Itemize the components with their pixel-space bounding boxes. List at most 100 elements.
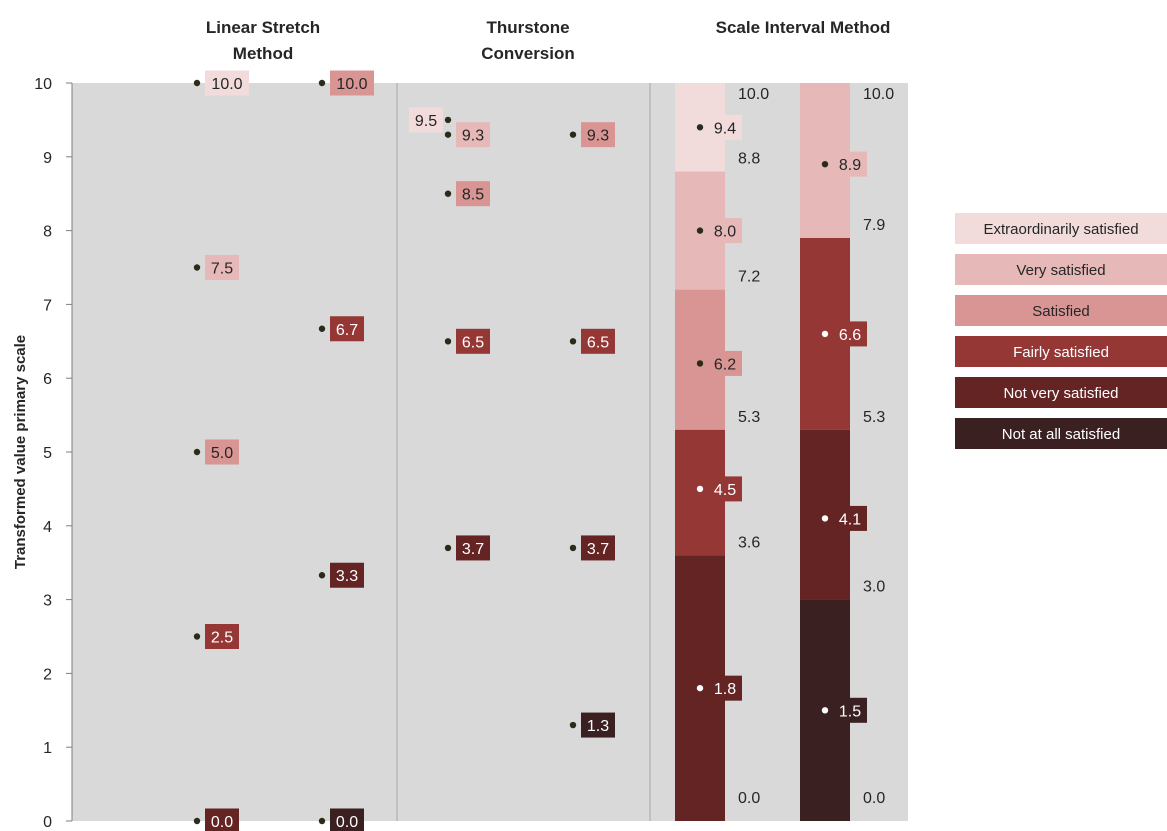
group-title: Thurstone	[486, 18, 569, 37]
group-title: Method	[233, 44, 293, 63]
interval-mid-label: 1.8	[714, 681, 736, 698]
interval-mid-label-box	[833, 697, 867, 723]
data-label-box	[409, 107, 443, 133]
data-label: 10.0	[336, 76, 367, 93]
data-label: 2.5	[211, 630, 233, 647]
data-point	[444, 116, 452, 124]
data-label-box	[581, 535, 615, 561]
data-label: 9.5	[415, 113, 437, 130]
interval-midpoint	[821, 707, 829, 714]
data-label: 3.3	[336, 568, 358, 585]
legend-swatch	[955, 377, 1167, 408]
data-label: 5.0	[211, 445, 233, 462]
data-label-box	[456, 122, 490, 148]
interval-midpoint	[696, 227, 704, 234]
interval-boundary-label: 7.9	[863, 217, 885, 234]
data-point	[444, 190, 452, 197]
interval-midpoint	[821, 330, 829, 338]
data-point	[569, 721, 577, 729]
interval-boundary-label: 5.3	[738, 409, 760, 426]
y-tick-label: 8	[43, 224, 52, 241]
group-title: Linear Stretch	[206, 18, 320, 37]
interval-midpoint	[821, 160, 829, 168]
legend-label: Satisfied	[1032, 303, 1090, 320]
data-label: 7.5	[211, 261, 233, 278]
data-label-box	[456, 535, 490, 561]
data-point	[193, 79, 201, 87]
data-label: 0.0	[211, 814, 233, 831]
data-point	[193, 448, 201, 456]
data-label-box	[330, 316, 364, 342]
data-point	[193, 633, 201, 640]
interval-mid-label: 4.1	[839, 511, 861, 528]
interval-boundary-label: 0.0	[738, 790, 760, 807]
interval-boundary-label: 10.0	[863, 86, 894, 103]
data-label-box	[205, 255, 239, 280]
data-label: 3.7	[462, 541, 484, 558]
legend-label: Very satisfied	[1016, 262, 1105, 279]
group-title: Conversion	[481, 44, 575, 63]
data-label-box	[581, 712, 615, 738]
legend-swatch	[955, 254, 1167, 285]
legend-label: Fairly satisfied	[1013, 344, 1109, 361]
legend-swatch	[955, 418, 1167, 449]
data-label: 6.5	[462, 334, 484, 351]
data-label-box	[330, 562, 364, 588]
data-label-box	[205, 70, 249, 96]
interval-mid-label-box	[708, 476, 742, 502]
interval-midpoint	[696, 684, 704, 692]
y-tick-label: 0	[43, 814, 52, 831]
data-label: 6.7	[336, 322, 358, 339]
interval-mid-label-box	[833, 505, 867, 531]
interval-mid-label-box	[708, 675, 742, 701]
legend-swatch	[955, 213, 1167, 244]
data-point	[569, 131, 577, 138]
data-point	[318, 572, 326, 579]
data-point	[318, 325, 326, 332]
interval-mid-label-box	[708, 350, 742, 376]
data-label-box	[205, 624, 239, 649]
interval-midpoint	[696, 360, 704, 367]
data-label-box	[205, 808, 239, 831]
group-title: Scale Interval Method	[716, 18, 891, 37]
data-label: 9.3	[462, 128, 484, 145]
data-label: 9.3	[587, 128, 609, 145]
interval-mid-label-box	[833, 321, 867, 347]
interval-boundary-label: 3.6	[738, 534, 760, 551]
interval-mid-label-box	[708, 218, 742, 244]
interval-mid-label: 8.0	[714, 224, 736, 241]
interval-mid-label-box	[708, 114, 742, 140]
y-tick-label: 2	[43, 666, 52, 683]
interval-mid-label: 9.4	[714, 120, 736, 137]
interval-mid-label: 6.2	[714, 356, 736, 373]
y-tick-label: 5	[43, 445, 52, 462]
y-tick-label: 7	[43, 297, 52, 314]
y-tick-label: 10	[34, 76, 52, 93]
data-label: 10.0	[211, 76, 242, 93]
data-point	[444, 544, 452, 552]
data-point	[444, 131, 452, 138]
interval-mid-label: 4.5	[714, 482, 736, 499]
data-point	[193, 264, 201, 271]
legend-swatch	[955, 336, 1167, 367]
interval-boundary-label: 8.8	[738, 151, 760, 168]
interval-mid-label-box	[833, 151, 867, 177]
interval-mid-label: 8.9	[839, 157, 861, 174]
data-label-box	[581, 122, 615, 148]
data-point	[569, 544, 577, 552]
interval-mid-label: 6.6	[839, 327, 861, 344]
data-label: 6.5	[587, 334, 609, 351]
y-tick-label: 6	[43, 371, 52, 388]
interval-midpoint	[696, 124, 704, 131]
y-tick-label: 3	[43, 593, 52, 610]
interval-midpoint	[821, 515, 829, 522]
y-tick-label: 4	[43, 519, 52, 536]
data-point	[318, 817, 326, 825]
interval-midpoint	[696, 485, 704, 493]
legend-label: Not very satisfied	[1003, 385, 1118, 402]
data-label: 0.0	[336, 814, 358, 831]
interval-boundary-label: 5.3	[863, 409, 885, 426]
data-label-box	[330, 808, 364, 831]
interval-boundary-label: 0.0	[863, 790, 885, 807]
